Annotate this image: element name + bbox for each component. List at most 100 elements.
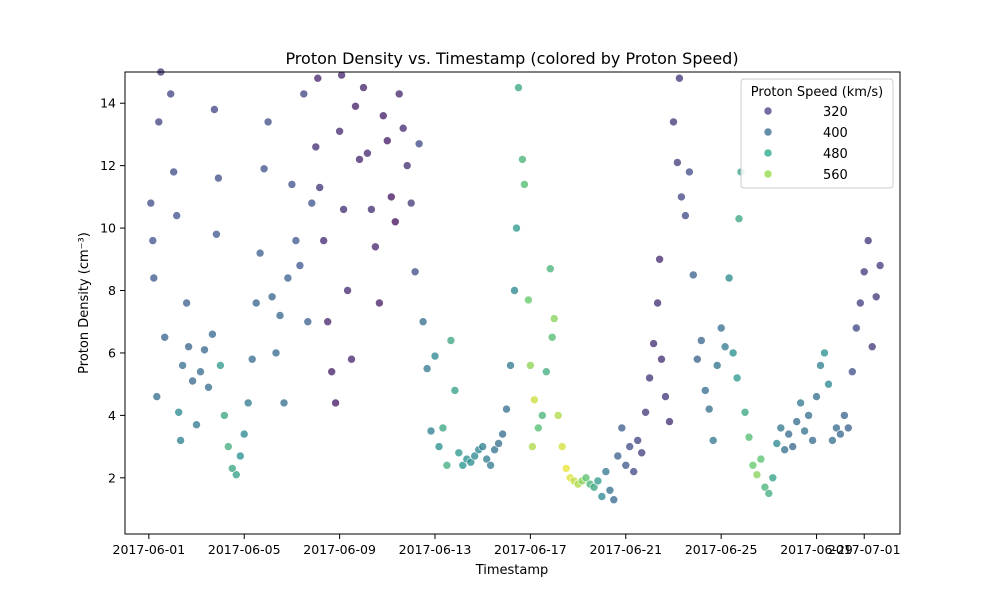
data-point <box>148 236 158 245</box>
data-point <box>547 332 557 342</box>
data-point <box>824 379 833 389</box>
data-point <box>625 442 635 451</box>
data-point <box>681 211 690 220</box>
data-points <box>146 67 885 505</box>
data-point <box>169 167 178 177</box>
data-point <box>172 211 181 220</box>
data-point <box>557 442 567 451</box>
data-point <box>637 448 647 458</box>
y-axis-label: Proton Density (cm⁻³) <box>77 232 92 374</box>
data-point <box>335 127 344 136</box>
data-point <box>677 192 686 202</box>
data-point <box>524 295 533 305</box>
data-point <box>355 155 364 164</box>
x-tick-label: 2017-07-01 <box>828 542 901 557</box>
legend: Proton Speed (km/s) 320 400 480 560 <box>740 78 894 189</box>
data-point <box>685 167 694 177</box>
data-point <box>700 386 710 395</box>
data-point <box>704 404 714 414</box>
data-point <box>174 407 183 417</box>
data-point <box>673 158 682 167</box>
data-point <box>378 111 388 120</box>
data-point <box>792 417 802 426</box>
data-point <box>442 460 452 470</box>
data-point <box>649 339 658 348</box>
data-point <box>267 292 277 302</box>
data-point <box>518 155 527 164</box>
data-point <box>430 351 440 361</box>
data-point <box>530 395 539 405</box>
data-point <box>486 460 495 470</box>
data-point <box>434 442 444 451</box>
x-axis-ticks: 2017-06-01 2017-06-05 2017-06-09 2017-06-13… <box>113 534 901 557</box>
x-tick-label: 2017-06-25 <box>685 542 758 557</box>
data-point <box>812 392 821 401</box>
data-point <box>243 398 253 408</box>
data-point <box>688 270 698 280</box>
data-point <box>422 364 432 373</box>
data-point <box>875 261 885 270</box>
data-point <box>593 476 603 486</box>
data-point <box>796 398 805 408</box>
data-point <box>541 367 551 377</box>
x-tick-label: 2017-06-09 <box>303 542 376 557</box>
data-point <box>788 442 798 451</box>
x-tick-label: 2017-06-01 <box>113 542 186 557</box>
data-point <box>617 423 627 433</box>
data-point <box>641 407 650 417</box>
data-point <box>609 495 619 505</box>
data-point <box>466 457 476 467</box>
legend-marker <box>763 127 773 137</box>
data-point <box>228 464 237 473</box>
data-point <box>732 373 742 383</box>
data-point <box>271 348 281 358</box>
data-point <box>776 423 786 433</box>
data-point <box>597 492 607 501</box>
data-point <box>239 429 249 439</box>
data-point <box>772 439 782 448</box>
data-point <box>645 373 654 383</box>
y-tick-label: 2 <box>108 470 116 485</box>
legend-marker <box>763 169 773 179</box>
data-point <box>847 367 857 377</box>
data-point <box>236 451 245 461</box>
data-point <box>490 445 499 455</box>
y-axis-ticks: 2 4 6 8 10 12 14 <box>100 96 125 485</box>
data-point <box>339 205 348 214</box>
data-point <box>146 198 156 208</box>
data-point <box>605 485 615 495</box>
legend-label: 560 <box>823 168 848 183</box>
data-point <box>386 192 396 202</box>
data-point <box>621 460 631 470</box>
data-point <box>855 298 865 308</box>
data-point <box>478 442 488 451</box>
data-point <box>414 139 424 149</box>
data-point <box>331 398 340 408</box>
data-point <box>313 73 323 83</box>
data-point <box>196 367 205 377</box>
data-point <box>533 423 543 433</box>
y-tick-label: 6 <box>108 345 116 360</box>
data-point <box>756 454 766 464</box>
x-axis-label: Timestamp <box>475 563 549 578</box>
data-point <box>347 354 356 364</box>
data-point <box>545 264 555 274</box>
legend-label: 320 <box>823 105 848 120</box>
data-point <box>214 173 223 183</box>
data-point <box>655 254 664 264</box>
data-point <box>871 292 881 302</box>
data-point <box>764 489 774 498</box>
data-point <box>720 342 730 352</box>
data-point <box>734 214 744 223</box>
data-point <box>526 361 535 370</box>
data-point <box>820 348 829 358</box>
data-point <box>780 445 790 455</box>
data-point <box>367 205 376 214</box>
data-point <box>426 426 436 436</box>
data-point <box>279 398 289 408</box>
data-point <box>712 361 722 370</box>
data-point <box>784 429 794 439</box>
data-point <box>418 317 428 327</box>
chart-title: Proton Density vs. Timestamp (colored by… <box>285 49 738 68</box>
data-point <box>152 392 162 401</box>
